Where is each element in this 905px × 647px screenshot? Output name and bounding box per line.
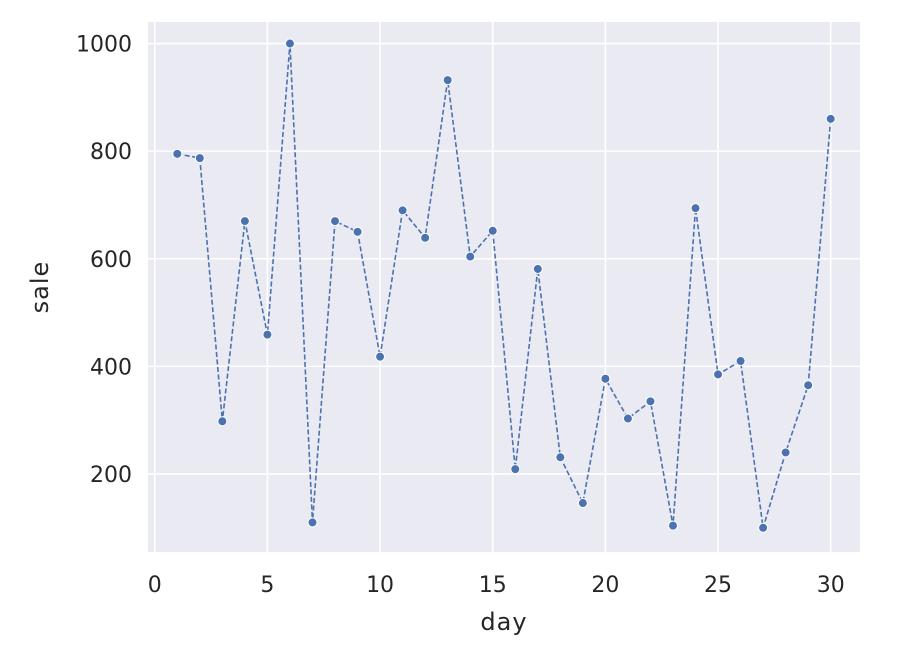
x-tick-label: 10 (366, 573, 394, 598)
data-point (262, 329, 273, 340)
y-tick-label: 800 (90, 140, 132, 165)
data-point (532, 263, 543, 274)
data-point (758, 522, 769, 533)
data-point (330, 216, 341, 227)
data-point (735, 355, 746, 366)
data-point (600, 373, 611, 384)
y-tick-label: 400 (90, 355, 132, 380)
x-tick-labels: 0 5 10 15 20 25 30 (148, 573, 845, 598)
data-point (622, 413, 633, 424)
data-point (284, 38, 295, 49)
data-point (217, 416, 228, 427)
x-tick-label: 25 (704, 573, 732, 598)
data-point (780, 447, 791, 458)
data-point (803, 380, 814, 391)
data-point (645, 396, 656, 407)
data-point (667, 520, 678, 531)
data-point (397, 205, 408, 216)
data-point (239, 216, 250, 227)
data-point (442, 75, 453, 86)
data-point (487, 225, 498, 236)
data-point (172, 148, 183, 159)
y-tick-label: 200 (90, 463, 132, 488)
grid-lines (148, 22, 860, 552)
y-tick-labels: 200 400 600 800 1000 (76, 33, 132, 488)
plot-background (148, 22, 860, 552)
data-point (420, 232, 431, 243)
x-tick-label: 0 (148, 573, 162, 598)
x-tick-label: 15 (479, 573, 507, 598)
data-point (825, 113, 836, 124)
x-tick-label: 20 (591, 573, 619, 598)
data-point (713, 369, 724, 380)
x-axis-label: day (480, 608, 527, 636)
x-tick-label: 5 (260, 573, 274, 598)
data-point (555, 452, 566, 463)
data-series (172, 38, 836, 533)
data-point (375, 351, 386, 362)
data-point (465, 251, 476, 262)
data-point (577, 498, 588, 509)
y-tick-label: 1000 (76, 33, 132, 58)
data-point (690, 203, 701, 214)
x-tick-label: 30 (817, 573, 845, 598)
y-tick-label: 600 (90, 248, 132, 273)
data-point (352, 226, 363, 237)
data-point (307, 517, 318, 528)
data-point (194, 153, 205, 164)
data-point (510, 464, 521, 475)
y-axis-label: sale (26, 261, 54, 314)
